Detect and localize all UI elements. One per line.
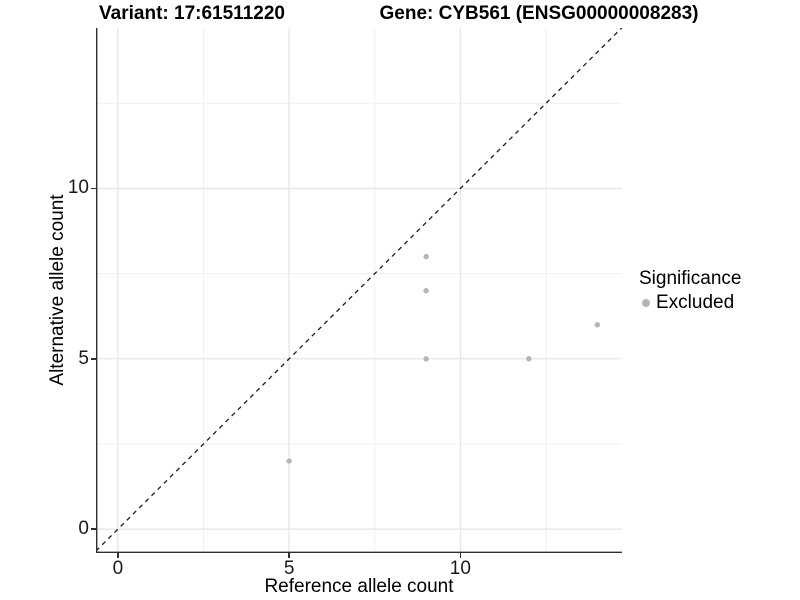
data-point: [423, 287, 429, 294]
y-tick-label: 0: [78, 518, 89, 540]
data-point: [423, 356, 429, 362]
x-tick-mark: [288, 553, 290, 558]
data-point: [594, 322, 601, 328]
y-tick-label: 5: [78, 347, 89, 369]
data-point: [286, 458, 292, 464]
legend-title: Significance: [639, 268, 742, 289]
y-tick-label: 10: [67, 177, 89, 199]
x-tick-mark: [117, 553, 119, 558]
legend-items: Excluded: [639, 292, 741, 314]
x-tick-mark: [459, 553, 462, 558]
identity-line: [96, 28, 622, 552]
plot-canvas: [96, 28, 622, 553]
legend-key-dot-icon: [642, 299, 650, 307]
x-tick-label: 5: [283, 558, 295, 579]
legend-item: Excluded: [642, 292, 741, 314]
legend-item-label: Excluded: [656, 292, 735, 313]
x-axis-title: Reference allele count: [264, 576, 454, 597]
data-point: [423, 253, 429, 260]
variant-title: Variant: 17:61511220: [99, 3, 285, 24]
y-tick-mark: [91, 528, 96, 530]
y-tick-mark: [91, 358, 96, 360]
gene-title: Gene: CYB561 (ENSG00000008283): [379, 3, 699, 24]
data-point: [526, 356, 532, 362]
x-tick-label: 10: [449, 558, 471, 579]
y-tick-mark: [91, 187, 96, 190]
plot-panel: [96, 28, 622, 553]
legend: Significance Excluded: [639, 268, 741, 314]
x-tick-label: 0: [112, 558, 124, 579]
